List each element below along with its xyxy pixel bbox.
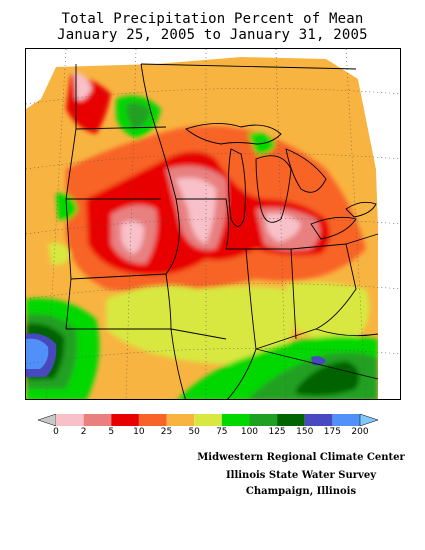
region-dark-green-minnesota (126, 102, 151, 129)
legend-color-bar (38, 414, 378, 426)
legend-swatch (194, 414, 222, 426)
region-blue-southwest (26, 338, 49, 369)
legend-label: 100 (240, 427, 259, 437)
region-green-southwest-small (48, 242, 71, 266)
region-darkest-green-southeast (296, 361, 360, 396)
legend-swatch (166, 414, 195, 426)
no-data-region-east (326, 49, 400, 234)
legend-label: 200 (351, 427, 369, 437)
region-light-pink-iowa (121, 221, 144, 254)
legend-label: 125 (268, 427, 286, 437)
legend-swatch (332, 414, 360, 426)
legend-label: 10 (133, 427, 145, 437)
legend-label: 0 (53, 427, 59, 437)
legend-label: 175 (323, 427, 341, 437)
legend-swatch (111, 414, 139, 426)
legend-swatch (304, 414, 333, 426)
legend-label: 50 (188, 427, 200, 437)
region-yellow-green-south (106, 285, 294, 364)
state-boundaries (65, 63, 379, 399)
graticule (26, 49, 400, 399)
map-title-line-1: Total Precipitation Percent of Mean (61, 11, 364, 27)
map-title-line-2: January 25, 2005 to January 31, 2005 (57, 27, 368, 43)
credit-line-3: Champaign, Illinois (245, 486, 357, 497)
great-lakes-outline (140, 63, 377, 240)
legend-swatch (138, 414, 167, 426)
legend-label: 25 (160, 427, 173, 437)
legend-swatch (56, 414, 84, 426)
region-yellow-green-east (286, 282, 370, 341)
legend-swatch-under (38, 414, 57, 426)
legend-label: 150 (296, 427, 314, 437)
legend-swatch (83, 414, 112, 426)
legend-label: 75 (216, 427, 228, 437)
region-light-pink-wisconsin (176, 177, 216, 244)
legend-label: 2 (80, 427, 87, 437)
legend-swatch (277, 414, 305, 426)
legend-label: 5 (108, 427, 115, 437)
legend-swatch-over (359, 414, 378, 426)
region-light-pink-michigan (266, 213, 301, 242)
legend-swatch (249, 414, 278, 426)
credit-line-1: Midwestern Regional Climate Center (197, 452, 405, 463)
credit-line-2: Illinois State Water Survey (225, 470, 377, 481)
region-green-west (56, 193, 78, 221)
region-pink-northwest (74, 71, 92, 101)
legend-swatch (221, 414, 250, 426)
map-svg (26, 49, 400, 399)
precipitation-map (25, 48, 401, 400)
